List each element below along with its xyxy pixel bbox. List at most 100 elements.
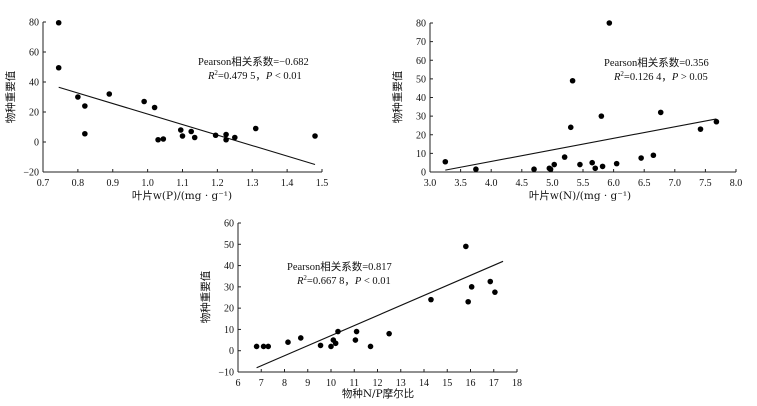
y-tick-label: 50	[224, 240, 234, 251]
x-tick-label: 14	[419, 378, 429, 389]
x-tick-label: 1.0	[141, 178, 154, 189]
r2-superscript: 2	[620, 70, 624, 78]
chart-2: 3.0 3.5 4.0 4.5 5.0 5.5 6.0 6.5 7.0 7.5 8.0 0 10 20 30…	[391, 19, 742, 203]
x-tick-label: 3.5	[454, 178, 467, 189]
y-axis-title: 物种重要值	[391, 70, 404, 123]
data-point	[223, 136, 229, 143]
data-point	[561, 154, 568, 160]
data-point	[606, 20, 613, 26]
x-axis-title: 叶片w(N)/(mg · g⁻¹)	[529, 189, 631, 202]
x-tick-label: 8.0	[730, 178, 743, 189]
pearson-value: −0.682	[279, 57, 309, 68]
data-point	[141, 98, 147, 105]
x-tick-label: 10	[326, 378, 336, 389]
data-point	[335, 328, 341, 335]
data-point	[82, 130, 88, 137]
data-point	[650, 152, 657, 159]
fit-line	[445, 118, 717, 171]
data-point	[657, 109, 664, 116]
x-tick-label: 13	[396, 378, 406, 389]
data-point	[487, 278, 494, 285]
x-axis-title: 叶片w(P)/(mg · g⁻¹)	[132, 189, 232, 202]
x-tick-label: 5.0	[546, 178, 559, 189]
data-point	[492, 289, 498, 295]
x-tick-label: 7.0	[669, 178, 682, 189]
y-tick-label: 80	[416, 19, 426, 30]
data-point	[285, 339, 291, 346]
y-tick-label: 30	[224, 282, 234, 293]
y-tick-label: 20	[416, 130, 426, 141]
x-tick-label: 6	[236, 378, 241, 389]
pearson-value: 0.817	[368, 262, 392, 273]
p-symbol: P	[354, 276, 362, 287]
x-tick-label: 5.5	[577, 178, 590, 189]
y-tick-label: 40	[224, 261, 234, 272]
pearson-label: Pearson相关系数=−0.682	[198, 55, 309, 68]
p-value: > 0.05	[678, 72, 708, 83]
y-tick-label: 20	[29, 108, 39, 119]
y-tick-label: 60	[224, 219, 234, 230]
y-tick-label: −10	[218, 368, 234, 379]
data-point	[260, 343, 267, 350]
fit-line	[58, 86, 316, 166]
r2-label: R2=0.479 5，P < 0.01	[207, 69, 302, 82]
r2-symbol: R	[613, 72, 621, 83]
data-point	[428, 296, 434, 303]
r2-symbol: R	[296, 276, 304, 287]
y-tick-label: −20	[23, 168, 39, 179]
x-tick-label: 8	[282, 378, 287, 389]
x-tick-label: 1.1	[176, 178, 189, 189]
data-point	[151, 104, 158, 111]
data-point	[592, 165, 599, 172]
data-point	[531, 166, 537, 173]
data-point	[55, 64, 62, 71]
r2-superscript: 2	[214, 69, 218, 77]
data-point	[177, 127, 184, 133]
y-tick-label: 40	[416, 93, 426, 104]
data-point	[252, 125, 259, 132]
pearson-label: Pearson相关系数=0.817	[287, 260, 392, 273]
r2-label: R2=0.667 8，P < 0.01	[296, 274, 391, 287]
data-point	[317, 342, 324, 349]
fit-line	[256, 260, 504, 369]
x-tick-label: 15	[442, 378, 452, 389]
data-point	[589, 159, 595, 166]
x-tick-label: 6.0	[607, 178, 620, 189]
data-point	[223, 131, 229, 138]
data-point	[352, 337, 359, 343]
data-point	[332, 340, 339, 347]
data-point	[551, 161, 558, 168]
y-tick-label: 70	[416, 37, 426, 48]
y-tick-label: 60	[29, 48, 39, 59]
data-point	[442, 158, 449, 165]
data-point	[468, 284, 475, 290]
data-point	[547, 166, 554, 173]
data-point	[599, 163, 606, 170]
x-tick-label: 4.5	[516, 178, 529, 189]
data-point	[188, 128, 195, 135]
pearson-prefix: Pearson相关系数=	[198, 55, 279, 68]
x-tick-label: 0.8	[72, 178, 85, 189]
data-point	[577, 161, 583, 168]
x-tick-label: 0.9	[107, 178, 120, 189]
data-point	[463, 243, 469, 250]
y-tick-label: 30	[416, 112, 426, 123]
data-point	[598, 113, 605, 119]
y-tick-label: 0	[421, 168, 426, 179]
data-point	[613, 160, 620, 167]
x-tick-label: 4.0	[485, 178, 498, 189]
data-point	[713, 118, 720, 125]
data-point	[191, 134, 198, 141]
data-point	[212, 132, 219, 139]
x-tick-label: 17	[489, 378, 499, 389]
x-tick-label: 16	[466, 378, 476, 389]
data-point	[367, 343, 374, 350]
y-tick-label: 10	[416, 149, 426, 160]
data-point	[567, 124, 574, 131]
r2-value: =0.126 4，	[624, 72, 672, 83]
data-point	[232, 134, 238, 141]
x-tick-label: 0.7	[37, 178, 50, 189]
y-axis-title: 物种重要值	[199, 270, 212, 323]
y-tick-label: 20	[224, 304, 234, 315]
data-point	[353, 328, 360, 335]
